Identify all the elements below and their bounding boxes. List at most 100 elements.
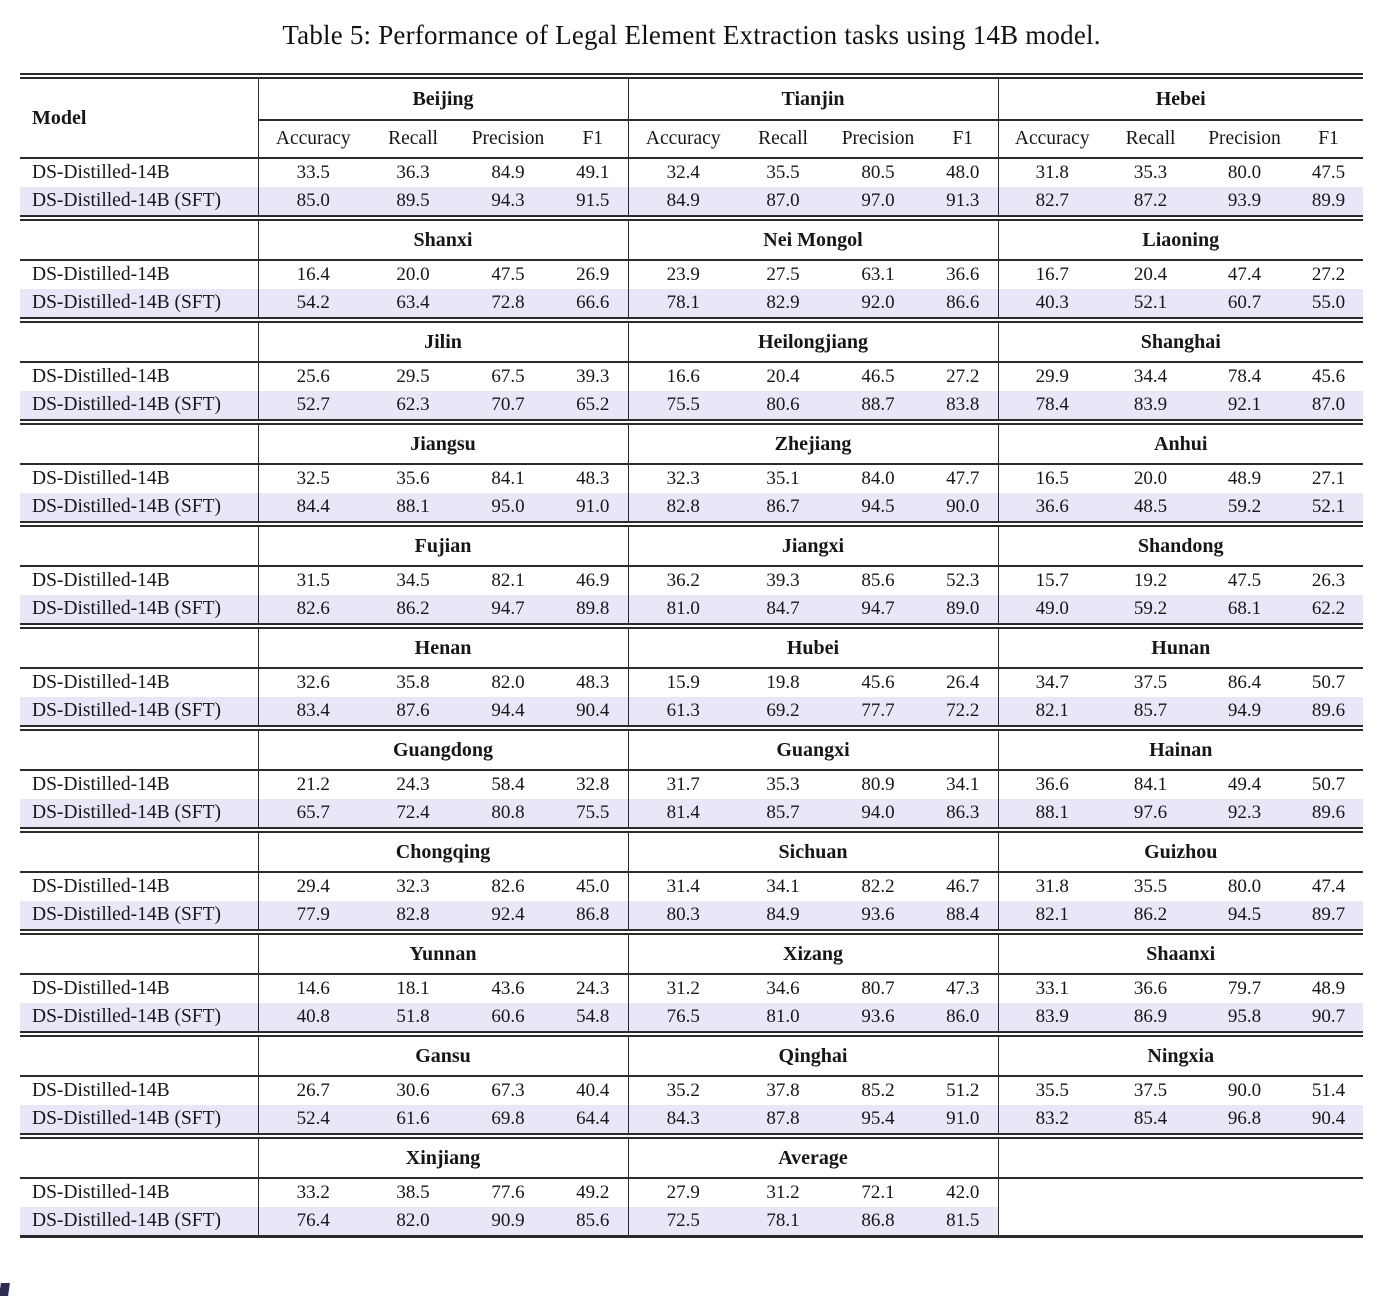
metric-value: 36.6 bbox=[997, 770, 1106, 799]
province-header-row: Chongqing Sichuan Guizhou bbox=[20, 827, 1363, 873]
province-row-spacer bbox=[20, 215, 258, 261]
metric-value: 40.8 bbox=[257, 1003, 368, 1034]
province-row-spacer bbox=[20, 929, 258, 975]
metric-value: 19.8 bbox=[766, 672, 800, 693]
metric-header: F1 bbox=[558, 120, 628, 159]
metric-value: 86.0 bbox=[928, 1003, 998, 1034]
metric-value: 46.7 bbox=[946, 876, 980, 897]
metric-value: 68.1 bbox=[1195, 595, 1294, 626]
metric-value: 31.8 bbox=[997, 872, 1106, 901]
metric-value: 85.0 bbox=[257, 187, 368, 218]
metric-value: 76.5 bbox=[627, 1003, 738, 1034]
metric-value: 31.4 bbox=[627, 872, 738, 901]
metric-value: 85.7 bbox=[1106, 697, 1195, 728]
metric-value: 83.2 bbox=[997, 1105, 1106, 1136]
province-row-spacer bbox=[20, 623, 258, 669]
metric-value: 54.8 bbox=[558, 1003, 628, 1034]
row-model-label: DS-Distilled-14B bbox=[32, 672, 170, 693]
table-row: DS-Distilled-14B (SFT) 77.9 82.8 92.4 86.8 80… bbox=[20, 901, 1363, 932]
table-row: DS-Distilled-14B 32.5 35.6 84.1 48.3 32.3 35.1… bbox=[20, 464, 1363, 493]
metric-value: 20.4 bbox=[766, 366, 800, 387]
metric-value: 80.0 bbox=[1227, 876, 1262, 897]
metric-value: 62.3 bbox=[368, 391, 458, 422]
metric-value: 81.4 bbox=[627, 799, 738, 830]
metric-value: 95.0 bbox=[458, 493, 558, 524]
metric-value: 16.7 bbox=[997, 260, 1106, 289]
metric-value: 32.3 bbox=[396, 876, 430, 897]
metric-value: 31.7 bbox=[627, 770, 738, 799]
metric-value: 69.8 bbox=[458, 1105, 558, 1136]
metric-value: 47.3 bbox=[946, 978, 980, 999]
metric-value: 47.5 bbox=[1311, 162, 1346, 183]
scan-artifact bbox=[0, 1283, 10, 1296]
metric-value: 51.8 bbox=[368, 1003, 458, 1034]
metric-value: 94.9 bbox=[1195, 697, 1294, 728]
metric-value: 94.5 bbox=[1195, 901, 1294, 932]
metric-value: 72.5 bbox=[627, 1207, 738, 1235]
metric-value: 43.6 bbox=[491, 978, 525, 999]
metric-value: 94.7 bbox=[458, 595, 558, 626]
metric-value: 52.7 bbox=[257, 391, 368, 422]
metric-value: 45.6 bbox=[1311, 366, 1346, 387]
metric-value: 31.2 bbox=[766, 1182, 800, 1203]
province-header-row: Yunnan Xizang Shaanxi bbox=[20, 929, 1363, 975]
table-row: DS-Distilled-14B 26.7 30.6 67.3 40.4 35.2 37.8… bbox=[20, 1076, 1363, 1105]
metric-value: 97.0 bbox=[828, 187, 928, 218]
metric-value: 39.3 bbox=[576, 366, 610, 387]
metric-value: 36.6 bbox=[997, 493, 1106, 524]
metric-value: 32.3 bbox=[627, 464, 738, 493]
metric-value: 82.1 bbox=[997, 697, 1106, 728]
metric-value: 91.5 bbox=[558, 187, 628, 218]
metric-value bbox=[1195, 1178, 1294, 1207]
metric-value: 82.9 bbox=[738, 289, 828, 320]
metric-value: 80.9 bbox=[861, 774, 895, 795]
metric-value: 72.1 bbox=[861, 1182, 895, 1203]
metric-value: 40.3 bbox=[997, 289, 1106, 320]
metric-value: 48.9 bbox=[1311, 978, 1346, 999]
metric-value: 86.7 bbox=[738, 493, 828, 524]
metric-value: 46.9 bbox=[576, 570, 610, 591]
metric-value: 52.3 bbox=[946, 570, 980, 591]
metric-value: 84.1 bbox=[1133, 774, 1168, 795]
province-header-row: Jilin Heilongjiang Shanghai bbox=[20, 317, 1363, 363]
metric-header: Precision bbox=[1195, 120, 1294, 159]
metric-value: 90.4 bbox=[1294, 1105, 1363, 1136]
metric-value: 24.3 bbox=[396, 774, 430, 795]
table-row: DS-Distilled-14B (SFT) 40.8 51.8 60.6 54.8 76… bbox=[20, 1003, 1363, 1034]
metric-value: 35.5 bbox=[1133, 876, 1168, 897]
province-header: Average bbox=[627, 1133, 998, 1179]
province-header: Anhui bbox=[997, 419, 1363, 465]
metric-value: 21.2 bbox=[257, 770, 368, 799]
metric-header: Accuracy bbox=[257, 120, 368, 159]
metric-header: F1 bbox=[1294, 120, 1363, 159]
metric-value: 35.5 bbox=[766, 162, 800, 183]
metric-value: 85.7 bbox=[738, 799, 828, 830]
metric-value: 86.6 bbox=[928, 289, 998, 320]
metric-value: 47.4 bbox=[1227, 264, 1262, 285]
province-header-row: Xinjiang Average bbox=[20, 1133, 1363, 1179]
metric-value: 20.0 bbox=[1133, 468, 1168, 489]
metric-value: 84.7 bbox=[738, 595, 828, 626]
metric-value: 86.2 bbox=[1106, 901, 1195, 932]
model-column-header: Model bbox=[20, 79, 258, 159]
metric-value: 90.9 bbox=[458, 1207, 558, 1235]
metric-value: 52.1 bbox=[1106, 289, 1195, 320]
metric-value: 35.3 bbox=[766, 774, 800, 795]
metric-value: 92.4 bbox=[458, 901, 558, 932]
province-header: Tianjin bbox=[627, 79, 998, 121]
metric-value: 45.6 bbox=[861, 672, 895, 693]
metric-value: 87.6 bbox=[368, 697, 458, 728]
metric-value: 75.5 bbox=[558, 799, 628, 830]
row-model-label: DS-Distilled-14B (SFT) bbox=[20, 901, 258, 932]
table-caption: Table 5: Performance of Legal Element Ex… bbox=[282, 20, 1101, 50]
metric-value: 36.6 bbox=[1133, 978, 1168, 999]
metric-value: 16.6 bbox=[627, 362, 738, 391]
metric-value: 84.9 bbox=[491, 162, 525, 183]
table-row: DS-Distilled-14B 33.2 38.5 77.6 49.2 27.9 31.2… bbox=[20, 1178, 1363, 1207]
metric-value: 89.6 bbox=[1294, 799, 1363, 830]
metric-value: 60.7 bbox=[1195, 289, 1294, 320]
metric-value: 86.9 bbox=[1106, 1003, 1195, 1034]
metric-value: 78.1 bbox=[738, 1207, 828, 1235]
metric-value: 84.9 bbox=[738, 901, 828, 932]
province-header: Henan bbox=[257, 623, 628, 669]
